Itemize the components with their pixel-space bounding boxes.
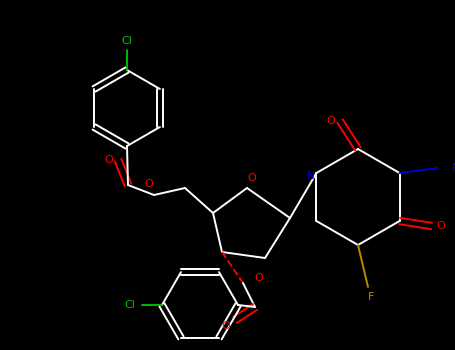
Text: Cl: Cl	[121, 36, 132, 46]
Text: O: O	[145, 179, 153, 189]
Text: O: O	[255, 273, 263, 283]
Text: N: N	[307, 171, 314, 181]
Text: O: O	[105, 155, 113, 165]
Text: O: O	[327, 116, 335, 126]
Text: NH: NH	[451, 163, 455, 173]
Text: O: O	[436, 221, 445, 231]
Text: F: F	[368, 292, 374, 302]
Text: O: O	[248, 173, 256, 183]
Text: Cl: Cl	[125, 300, 136, 310]
Text: O: O	[222, 321, 230, 331]
